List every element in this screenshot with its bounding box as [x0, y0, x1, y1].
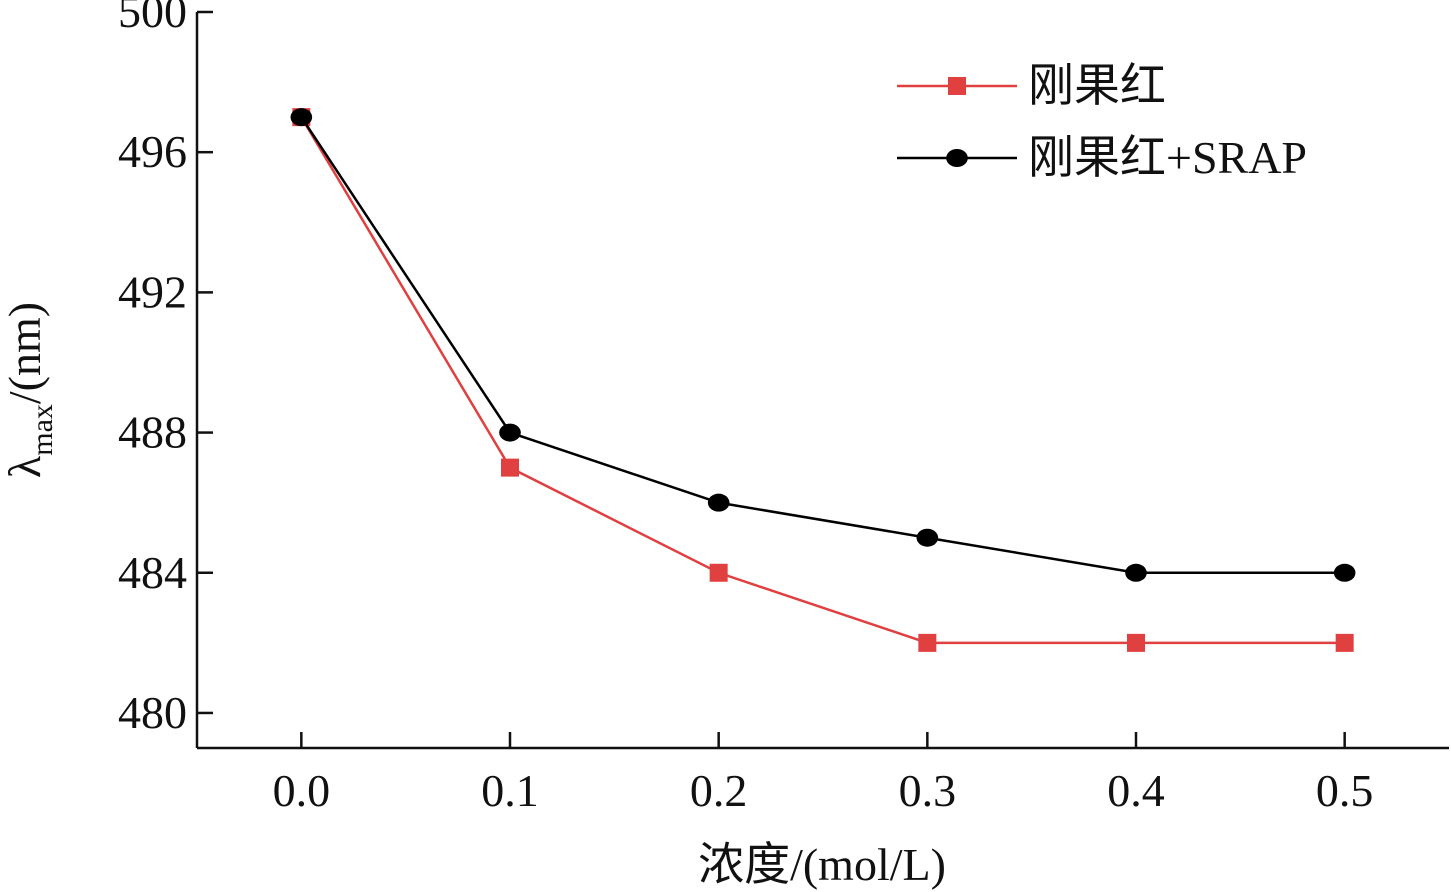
y-axis-title-main: λ	[0, 455, 50, 478]
legend-marker	[948, 77, 966, 95]
legend-item-2: 刚果红+SRAP	[897, 132, 1307, 183]
data-point	[1125, 563, 1147, 582]
data-point	[1335, 633, 1354, 652]
y-ticks: 480 484 488 492 496 500	[118, 0, 213, 738]
legend-marker	[946, 149, 968, 167]
data-point	[709, 563, 728, 582]
y-tick-label: 492	[118, 266, 187, 317]
data-point	[499, 423, 521, 442]
data-point	[1127, 633, 1145, 652]
y-axis-title-unit: /(nm)	[0, 302, 50, 404]
y-tick-label: 484	[118, 547, 187, 598]
data-point	[918, 633, 937, 652]
y-axis-title: λmax/(nm)	[0, 302, 59, 478]
x-ticks: 0.0 0.1 0.2 0.3 0.4 0.5	[273, 732, 1374, 816]
y-tick-label: 488	[118, 407, 187, 458]
x-tick-label: 0.3	[899, 765, 957, 816]
series-line	[300, 116, 1345, 575]
x-tick-label: 0.5	[1316, 765, 1374, 816]
y-tick-label: 496	[118, 126, 187, 177]
data-point	[916, 528, 939, 547]
legend-item-1: 刚果红	[897, 60, 1166, 111]
y-tick-label: 480	[118, 687, 187, 738]
x-tick-label: 0.2	[690, 765, 748, 816]
data-point	[290, 108, 313, 127]
data-point	[501, 458, 519, 477]
data-point	[1333, 563, 1356, 582]
series-line	[300, 116, 1345, 645]
y-axis-title-sub: max	[26, 404, 59, 456]
data-point	[707, 493, 730, 512]
x-tick-label: 0.0	[273, 765, 331, 816]
series-1	[292, 108, 1354, 652]
legend-label: 刚果红+SRAP	[1028, 132, 1307, 183]
x-axis-title: 浓度/(mol/L)	[698, 839, 946, 890]
series-layer	[290, 108, 1356, 652]
x-tick-label: 0.1	[481, 765, 539, 816]
legend-label: 刚果红	[1028, 60, 1166, 111]
x-tick-label: 0.4	[1107, 765, 1165, 816]
y-tick-label: 500	[118, 0, 187, 37]
series-2	[290, 108, 1356, 582]
axes	[195, 12, 1449, 750]
